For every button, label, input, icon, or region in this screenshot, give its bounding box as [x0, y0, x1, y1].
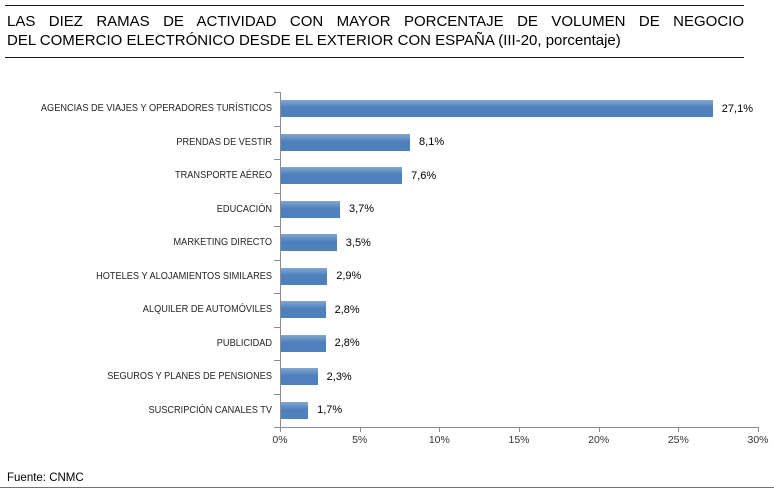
bar	[281, 301, 326, 319]
y-axis-tick	[274, 259, 280, 261]
category-label: PUBLICIDAD	[216, 337, 272, 349]
chart-row: 2,8%	[281, 293, 759, 327]
category-label: ALQUILER DE AUTOMÓVILES	[142, 304, 272, 316]
y-axis-tick	[274, 226, 280, 227]
chart-row: 1,7%	[281, 394, 759, 428]
category-label: MARKETING DIRECTO	[173, 237, 272, 249]
chart-row: 8,1%	[281, 126, 759, 160]
x-axis-tick	[758, 428, 759, 432]
x-axis-tick-label: 30%	[747, 434, 769, 446]
x-axis-tick	[280, 428, 281, 432]
value-label: 2,3%	[326, 370, 352, 383]
value-label: 1,7%	[317, 404, 343, 417]
chart-row: 2,3%	[281, 360, 759, 394]
y-axis-tick	[274, 360, 280, 361]
value-label: 7,6%	[411, 169, 437, 182]
x-axis-tick-label: 10%	[428, 434, 450, 446]
category-label: EDUCACIÓN	[216, 203, 272, 215]
x-axis-tick	[598, 428, 600, 432]
y-axis-tick	[274, 326, 280, 328]
value-label: 8,1%	[419, 136, 445, 149]
chart-row: 2,9%	[281, 260, 759, 294]
bar	[281, 267, 328, 285]
y-axis-tick	[274, 125, 280, 127]
value-label: 27,1%	[721, 102, 753, 115]
category-label: SUSCRIPCIÓN CANALES TV	[148, 404, 272, 416]
category-label: HOTELES Y ALOJAMIENTOS SIMILARES	[96, 270, 272, 282]
bar	[281, 401, 309, 419]
bar	[281, 234, 337, 252]
category-label: TRANSPORTE AÉREO	[175, 170, 272, 182]
bar	[281, 200, 340, 218]
value-label: 2,9%	[336, 270, 362, 283]
y-axis-tick	[274, 159, 280, 160]
value-label: 3,5%	[345, 236, 371, 249]
bar	[281, 100, 713, 118]
chart-title-line1: LAS DIEZ RAMAS DE ACTIVIDAD CON MAYOR PO…	[7, 13, 744, 30]
chart-row: 7,6%	[281, 159, 759, 193]
x-axis-tick	[519, 428, 520, 432]
x-axis-tick	[678, 428, 680, 432]
category-labels: AGENCIAS DE VIAJES Y OPERADORES TURÍSTIC…	[0, 92, 272, 427]
x-axis-tick	[359, 428, 361, 432]
chart-row: 2,8%	[281, 327, 759, 361]
bar	[281, 167, 403, 185]
x-axis-tick-label: 5%	[352, 434, 368, 446]
category-label: AGENCIAS DE VIAJES Y OPERADORES TURÍSTIC…	[40, 103, 272, 115]
x-axis-tick-label: 25%	[667, 434, 689, 446]
x-axis-tick	[439, 428, 441, 432]
chart-row: 3,7%	[281, 193, 759, 227]
x-axis-tick-label: 15%	[508, 434, 530, 446]
category-label: SEGUROS Y PLANES DE PENSIONES	[107, 371, 273, 383]
x-axis-tick-label: 0%	[272, 434, 288, 446]
chart-title-line2: DEL COMERCIO ELECTRÓNICO DESDE EL EXTERI…	[7, 32, 621, 49]
bar	[281, 334, 326, 352]
source-note: Fuente: CNMC	[7, 472, 84, 484]
bottom-divider	[0, 487, 774, 488]
category-label: PRENDAS DE VESTIR	[176, 136, 272, 148]
y-axis-tick	[274, 92, 280, 93]
plot-area: 27,1% 8,1% 7,6% 3,7% 3,5% 2,9% 2,8% 2,8% 2,3% 1,7…	[274, 92, 759, 428]
y-axis-tick	[274, 393, 280, 395]
chart-row: 3,5%	[281, 226, 759, 260]
y-axis-tick	[274, 293, 280, 294]
value-label: 2,8%	[334, 303, 360, 316]
value-label: 3,7%	[348, 203, 375, 216]
bar-chart: AGENCIAS DE VIAJES Y OPERADORES TURÍSTIC…	[0, 92, 774, 446]
x-axis-tick-label: 20%	[588, 434, 610, 446]
y-axis-tick	[274, 192, 280, 194]
chart-title: LAS DIEZ RAMAS DE ACTIVIDAD CON MAYOR PO…	[5, 5, 744, 58]
value-label: 2,8%	[334, 337, 360, 350]
bar	[281, 133, 411, 151]
x-axis: 0% 5% 10% 15% 20% 25% 30%	[272, 428, 769, 450]
bar	[281, 368, 318, 386]
chart-row: 27,1%	[281, 92, 759, 126]
y-axis-tick	[274, 427, 280, 428]
